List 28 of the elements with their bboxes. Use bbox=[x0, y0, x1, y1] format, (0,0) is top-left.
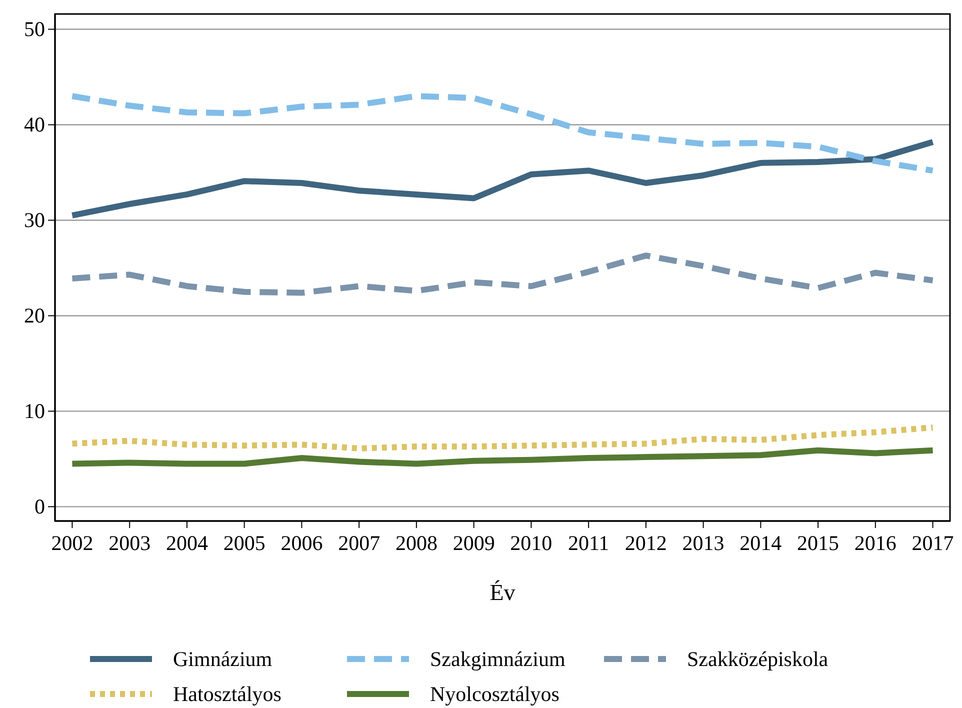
x-tick-label: 2003 bbox=[108, 530, 151, 555]
x-tick-label: 2015 bbox=[797, 530, 840, 555]
legend-label: Szakközépiskola bbox=[687, 647, 829, 671]
x-tick-label: 2006 bbox=[280, 530, 323, 555]
y-tick-label: 30 bbox=[24, 208, 45, 232]
x-tick-label: 2011 bbox=[568, 530, 610, 555]
x-tick-label: 2009 bbox=[452, 530, 495, 555]
x-tick-label: 2004 bbox=[166, 530, 208, 555]
x-tick-label: 2013 bbox=[682, 530, 724, 555]
x-tick-label: 2007 bbox=[338, 530, 380, 555]
x-tick-label: 2016 bbox=[854, 530, 896, 555]
y-tick-label: 20 bbox=[24, 303, 45, 328]
y-tick-label: 50 bbox=[24, 16, 45, 41]
legend-label: Nyolcosztályos bbox=[430, 682, 560, 706]
x-axis-title: Év bbox=[490, 580, 516, 605]
legend-label: Szakgimnázium bbox=[430, 647, 566, 671]
x-tick-label: 2010 bbox=[510, 530, 552, 555]
x-tick-label: 2017 bbox=[912, 530, 954, 555]
x-tick-label: 2002 bbox=[51, 530, 94, 555]
x-tick-label: 2008 bbox=[395, 530, 438, 555]
x-tick-label: 2005 bbox=[223, 530, 266, 555]
y-tick-label: 10 bbox=[24, 398, 45, 423]
x-tick-label: 2012 bbox=[624, 530, 667, 555]
y-tick-label: 0 bbox=[34, 494, 45, 518]
legend-label: Hatosztályos bbox=[173, 682, 282, 706]
legend-label: Gimnázium bbox=[173, 647, 272, 671]
y-tick-label: 40 bbox=[24, 112, 45, 136]
x-tick-label: 2014 bbox=[740, 530, 782, 555]
